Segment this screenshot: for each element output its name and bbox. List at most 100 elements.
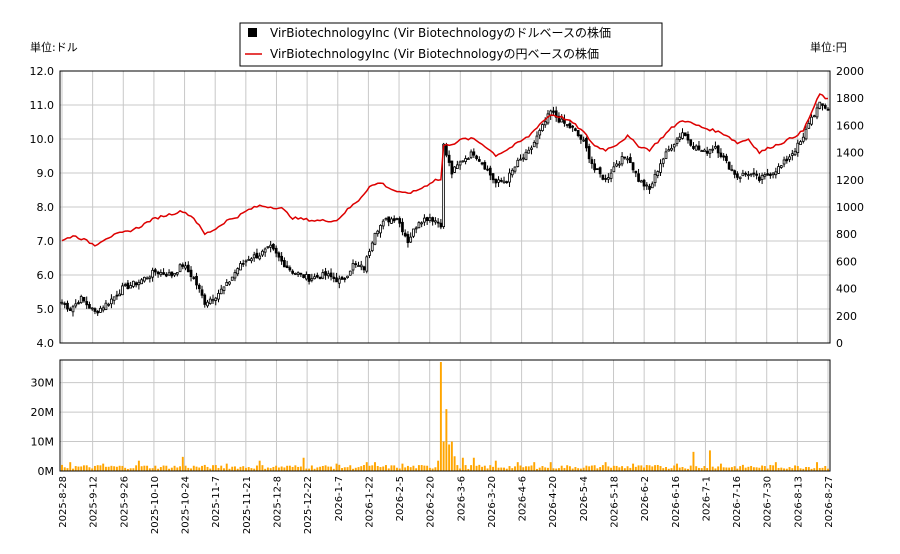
volume-bar	[165, 465, 168, 471]
volume-bar	[774, 462, 777, 471]
candle-body	[302, 274, 305, 278]
candle-body	[623, 156, 627, 159]
volume-bar	[299, 466, 302, 471]
volume-bar	[470, 465, 473, 471]
volume-grid	[60, 360, 830, 472]
candle-body	[502, 180, 506, 184]
candle-body	[648, 185, 651, 190]
candle-body	[233, 272, 237, 279]
volume-bar	[195, 466, 198, 471]
candle-body	[346, 275, 349, 278]
volume-bar	[596, 468, 599, 471]
right-tick-label: 1000	[836, 201, 864, 214]
candle-body	[398, 218, 402, 224]
volume-bar	[376, 465, 379, 471]
candle-body	[708, 149, 712, 154]
candle-body	[823, 105, 827, 109]
candle-body	[173, 272, 176, 276]
candle-body	[774, 171, 778, 176]
candle-body	[337, 278, 341, 284]
volume-bar	[577, 468, 580, 471]
volume-bar	[426, 465, 429, 471]
volume-bar	[818, 468, 821, 471]
candle-body	[777, 166, 780, 174]
candle-body	[261, 250, 264, 256]
candle-body	[387, 216, 391, 223]
volume-bar	[758, 467, 761, 471]
volume-bar	[522, 467, 525, 471]
volume-bar	[371, 465, 374, 471]
candle-body	[445, 144, 448, 156]
volume-bar	[824, 466, 827, 471]
volume-bar	[354, 467, 357, 471]
volume-bar	[225, 463, 228, 471]
candle-body	[455, 164, 459, 170]
volume-bar	[135, 465, 138, 471]
candle-body	[137, 281, 141, 286]
candle-body	[700, 150, 704, 152]
volume-bar	[805, 466, 807, 471]
left-tick-label: 11.0	[30, 99, 55, 112]
volume-bar	[533, 462, 536, 471]
date-tick-label: 2026-4-20	[548, 476, 559, 528]
volume-bar	[621, 466, 624, 471]
candle-body	[239, 263, 242, 271]
volume-bar	[763, 466, 766, 471]
volume-bar	[799, 468, 802, 471]
candle-body	[244, 260, 248, 263]
volume-bar	[791, 468, 794, 471]
volume-bar	[374, 462, 376, 471]
candle-body	[799, 141, 802, 145]
candle-body	[357, 265, 360, 267]
candle-body	[524, 151, 528, 160]
volume-bar	[714, 468, 717, 471]
candle-body	[818, 101, 822, 109]
candle-body	[118, 293, 122, 297]
candle-body	[384, 218, 388, 221]
volume-bar	[77, 466, 80, 471]
volume-bar	[821, 467, 824, 471]
candle-body	[590, 159, 594, 165]
candle-body	[521, 157, 525, 160]
volume-bar	[730, 467, 733, 471]
candle-body	[324, 271, 327, 276]
volume-bar	[766, 468, 769, 471]
volume-bar	[728, 467, 731, 471]
left-tick-label: 4.0	[37, 337, 55, 350]
left-tick-label: 7.0	[37, 235, 55, 248]
volume-bar	[283, 467, 286, 471]
candle-body	[747, 174, 750, 177]
candle-body	[714, 146, 717, 149]
legend-usd-label: VirBiotechnologyInc (Vir Biotechnologyのド…	[270, 25, 611, 40]
left-tick-label: 10.0	[30, 133, 55, 146]
volume-bar	[761, 465, 764, 471]
candle-body	[428, 217, 432, 221]
volume-bar	[557, 468, 560, 471]
volume-bar	[579, 468, 582, 471]
candle-body	[381, 220, 385, 227]
candle-body	[810, 116, 813, 125]
candle-body	[480, 162, 484, 165]
volume-bar	[645, 465, 648, 471]
candle-body	[258, 255, 262, 260]
volume-bar	[393, 465, 396, 471]
volume-bar	[360, 466, 363, 471]
volume-bar	[104, 466, 107, 471]
volume-bar	[291, 466, 294, 471]
volume-bar	[110, 465, 113, 471]
volume-bar	[176, 467, 179, 471]
volume-bar	[277, 467, 280, 471]
volume-bar	[769, 464, 772, 471]
candle-body	[497, 179, 500, 183]
volume-bar	[678, 467, 681, 471]
candle-body	[604, 178, 607, 180]
volume-bar	[483, 465, 486, 471]
volume-bar	[500, 467, 503, 471]
candle-body	[189, 269, 193, 278]
candle-body	[738, 176, 742, 179]
legend-jpy-label: VirBiotechnologyInc (Vir Biotechnologyの円…	[270, 46, 599, 61]
volume-bar	[379, 467, 382, 471]
volume-bar	[124, 467, 127, 471]
volume-bar	[514, 466, 516, 471]
volume-bar	[527, 466, 530, 471]
